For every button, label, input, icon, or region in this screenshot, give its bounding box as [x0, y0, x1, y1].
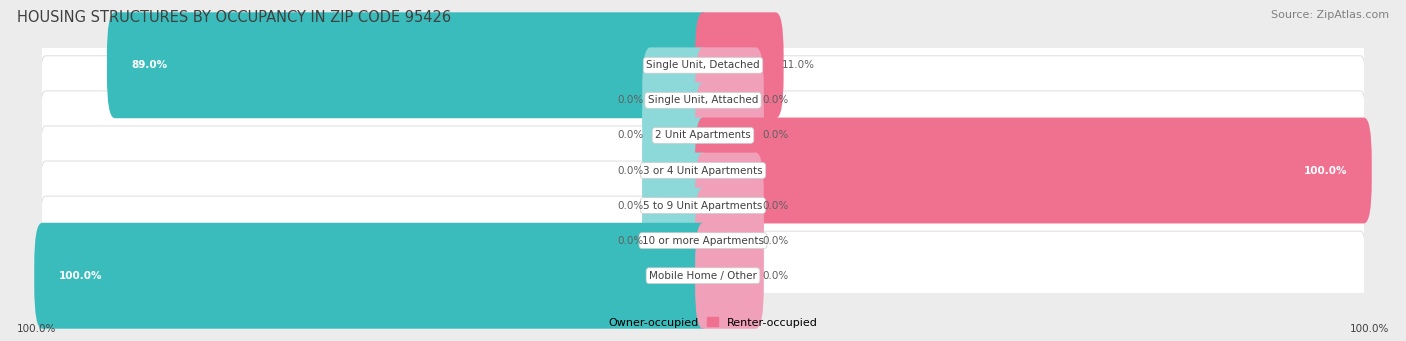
Text: HOUSING STRUCTURES BY OCCUPANCY IN ZIP CODE 95426: HOUSING STRUCTURES BY OCCUPANCY IN ZIP C…	[17, 10, 451, 25]
FancyBboxPatch shape	[41, 126, 1365, 215]
FancyBboxPatch shape	[41, 161, 1365, 250]
Text: 100.0%: 100.0%	[1350, 324, 1389, 334]
FancyBboxPatch shape	[107, 12, 711, 118]
FancyBboxPatch shape	[41, 56, 1365, 145]
Text: Single Unit, Attached: Single Unit, Attached	[648, 95, 758, 105]
Legend: Owner-occupied, Renter-occupied: Owner-occupied, Renter-occupied	[583, 313, 823, 332]
FancyBboxPatch shape	[643, 83, 711, 188]
Text: 0.0%: 0.0%	[762, 201, 789, 211]
Text: 0.0%: 0.0%	[617, 95, 644, 105]
Text: 0.0%: 0.0%	[617, 201, 644, 211]
Text: Mobile Home / Other: Mobile Home / Other	[650, 271, 756, 281]
Text: 11.0%: 11.0%	[782, 60, 815, 70]
Text: 0.0%: 0.0%	[617, 130, 644, 140]
FancyBboxPatch shape	[643, 188, 711, 294]
Text: Single Unit, Detached: Single Unit, Detached	[647, 60, 759, 70]
FancyBboxPatch shape	[695, 83, 763, 188]
Text: 0.0%: 0.0%	[762, 236, 789, 246]
Text: 100.0%: 100.0%	[17, 324, 56, 334]
Text: 2 Unit Apartments: 2 Unit Apartments	[655, 130, 751, 140]
Text: 89.0%: 89.0%	[131, 60, 167, 70]
FancyBboxPatch shape	[34, 223, 711, 329]
Text: 0.0%: 0.0%	[762, 95, 789, 105]
FancyBboxPatch shape	[41, 21, 1365, 110]
Text: 3 or 4 Unit Apartments: 3 or 4 Unit Apartments	[643, 165, 763, 176]
FancyBboxPatch shape	[695, 47, 763, 153]
FancyBboxPatch shape	[643, 47, 711, 153]
Text: Source: ZipAtlas.com: Source: ZipAtlas.com	[1271, 10, 1389, 20]
FancyBboxPatch shape	[695, 188, 763, 294]
FancyBboxPatch shape	[643, 118, 711, 223]
Text: 0.0%: 0.0%	[617, 236, 644, 246]
Text: 100.0%: 100.0%	[1303, 165, 1347, 176]
Text: 0.0%: 0.0%	[762, 130, 789, 140]
FancyBboxPatch shape	[695, 153, 763, 258]
Text: 10 or more Apartments: 10 or more Apartments	[643, 236, 763, 246]
FancyBboxPatch shape	[695, 12, 783, 118]
FancyBboxPatch shape	[41, 91, 1365, 180]
FancyBboxPatch shape	[695, 118, 1372, 223]
Text: 0.0%: 0.0%	[762, 271, 789, 281]
FancyBboxPatch shape	[643, 153, 711, 258]
Text: 0.0%: 0.0%	[617, 165, 644, 176]
FancyBboxPatch shape	[41, 231, 1365, 320]
Text: 5 to 9 Unit Apartments: 5 to 9 Unit Apartments	[644, 201, 762, 211]
Text: 100.0%: 100.0%	[59, 271, 103, 281]
FancyBboxPatch shape	[41, 196, 1365, 285]
FancyBboxPatch shape	[695, 223, 763, 329]
